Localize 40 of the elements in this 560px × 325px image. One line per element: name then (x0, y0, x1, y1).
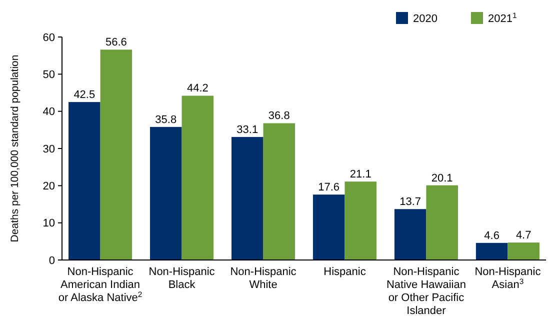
x-tick-label: Non-Hispanic White (230, 266, 297, 291)
bar (263, 123, 296, 260)
y-tick-label: 20 (42, 180, 55, 193)
x-tick-label: Non-Hispanic Native Hawaiian or Other Pacific Islander (386, 266, 466, 317)
bar (231, 136, 264, 260)
x-tick-label: Non-Hispanic American Indian or Alaska Native$^{2}$ (58, 266, 142, 304)
x-tick-label: Non-Hispanic Asian$^{3}$ (474, 266, 542, 291)
y-tick-label: 30 (42, 143, 55, 156)
data-label: 33.1 (236, 124, 258, 136)
data-label: 4.7 (516, 230, 532, 242)
bar (508, 242, 540, 260)
data-label: 36.8 (268, 110, 290, 122)
y-axis-title: Deaths per 100,000 standard population (9, 54, 21, 242)
x-tick-label: Hispanic (324, 266, 366, 278)
bar (426, 185, 458, 260)
data-label: 35.8 (155, 114, 177, 126)
y-tick-label: 0 (48, 254, 55, 267)
legend-label: 2020 (413, 13, 438, 25)
data-label: 21.1 (350, 168, 372, 181)
data-label: 42.5 (74, 89, 96, 102)
legend-label: 2021$^{1}$ (488, 10, 517, 25)
data-label: 44.2 (186, 82, 208, 95)
bar (476, 242, 508, 260)
y-tick-label: 10 (42, 218, 55, 230)
y-tick-label: 60 (42, 32, 55, 44)
bar (100, 50, 132, 260)
y-tick-label: 50 (42, 69, 55, 82)
data-label: 4.6 (484, 230, 500, 242)
bar (394, 209, 426, 260)
bar (182, 96, 214, 260)
bar (344, 182, 377, 260)
y-tick-label: 40 (42, 106, 55, 118)
x-tick-label: Non-Hispanic Black (148, 266, 216, 291)
data-label: 17.6 (318, 182, 340, 194)
data-label: 13.7 (400, 196, 422, 208)
bar (312, 194, 345, 260)
bar (68, 102, 100, 260)
bar (150, 126, 182, 260)
data-label: 56.6 (105, 36, 127, 49)
data-label: 20.1 (431, 172, 453, 184)
